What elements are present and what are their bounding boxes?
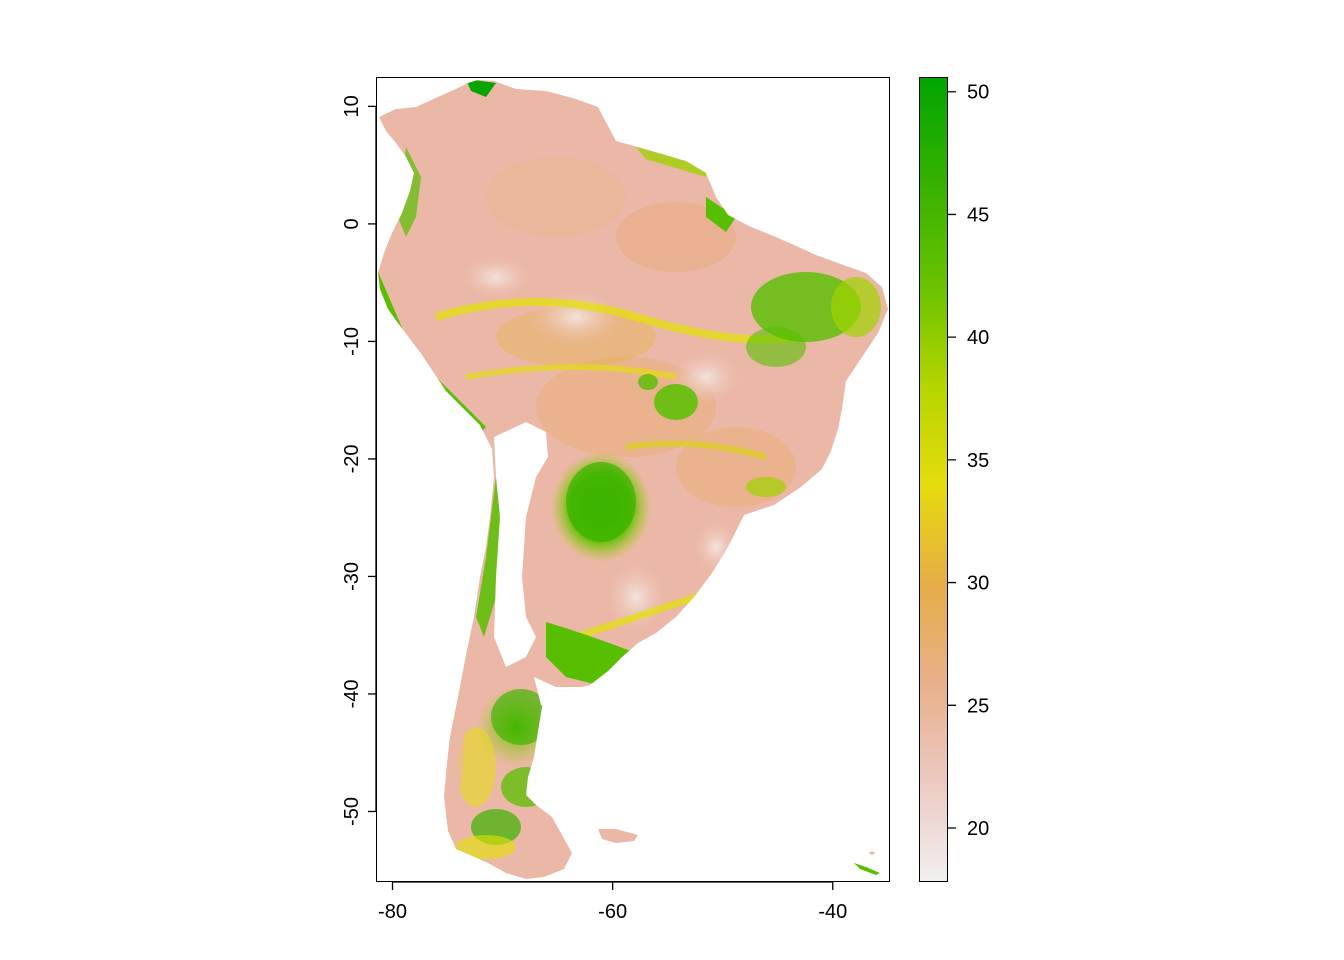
legend-tick-label: 20 <box>967 818 989 840</box>
y-tick-label: -40 <box>341 680 363 709</box>
y-tick-label: 0 <box>341 218 363 229</box>
x-axis: -80 -60 -40 <box>378 881 847 923</box>
falkland-islands <box>598 829 638 843</box>
legend-tick-label: 30 <box>967 573 989 595</box>
legend-tick-label: 25 <box>967 695 989 717</box>
y-tick-label: -50 <box>341 797 363 826</box>
legend-colorbar <box>919 77 948 882</box>
y-tick-label: 10 <box>341 95 363 117</box>
legend-tick-label: 45 <box>967 204 989 226</box>
legend-tick-label: 50 <box>967 82 989 104</box>
x-tick-label: -40 <box>818 901 847 923</box>
south-america-map <box>378 80 888 879</box>
y-tick-label: -10 <box>341 327 363 356</box>
south-georgia <box>854 863 880 875</box>
y-tick-label: -30 <box>341 562 363 591</box>
legend-tick-label: 35 <box>967 450 989 472</box>
y-tick-label: -20 <box>341 444 363 473</box>
y-axis: 10 0 -10 -20 -30 -40 -50 <box>341 95 377 826</box>
x-tick-label: -60 <box>598 901 627 923</box>
legend-axis: 20 25 30 35 40 45 50 <box>919 82 989 840</box>
legend-tick-label: 40 <box>967 327 989 349</box>
x-tick-label: -80 <box>378 901 407 923</box>
